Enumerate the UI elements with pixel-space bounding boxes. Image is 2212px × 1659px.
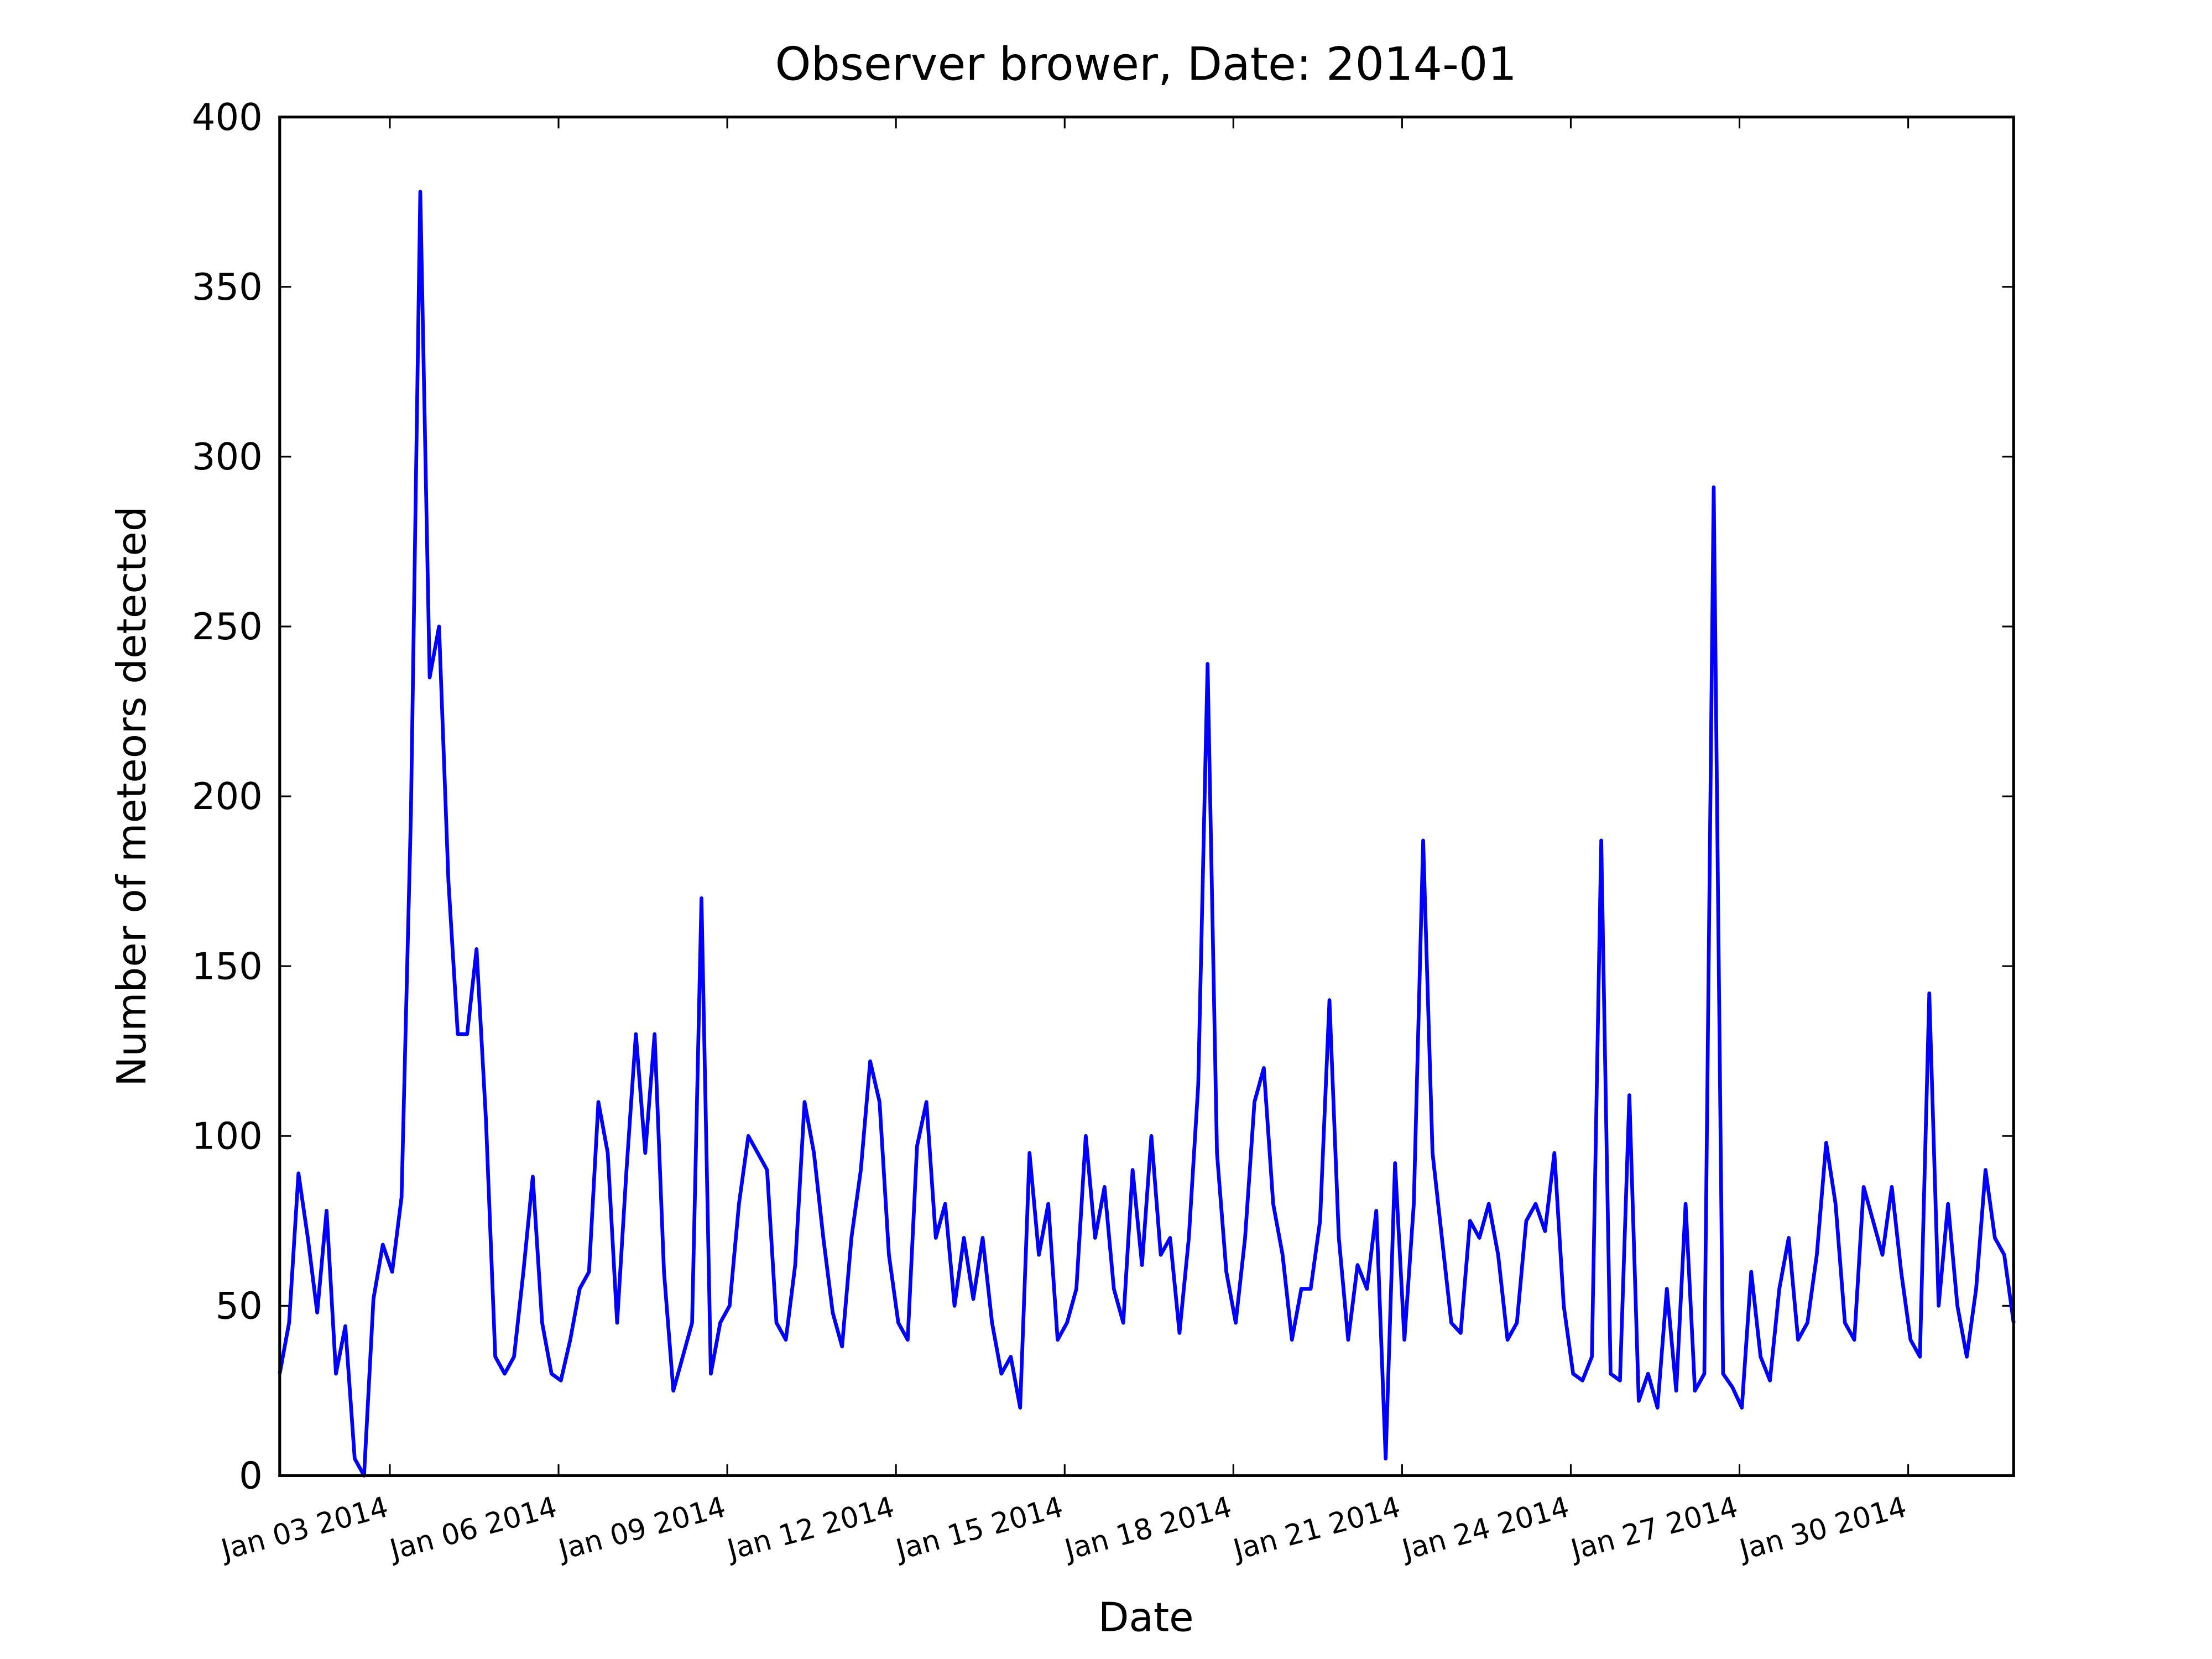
y-tick-label: 250 xyxy=(192,605,263,648)
y-tick-label: 400 xyxy=(192,96,263,139)
y-tick-label: 300 xyxy=(192,435,263,478)
y-axis-label: Number of meteors detected xyxy=(109,506,155,1086)
y-tick-label: 350 xyxy=(192,265,263,309)
plot-frame xyxy=(278,116,2015,1477)
chart-title: Observer brower, Date: 2014-01 xyxy=(775,38,1517,91)
data-line xyxy=(278,190,2016,1478)
y-tick-label: 50 xyxy=(215,1285,262,1328)
y-tick-label: 200 xyxy=(192,775,263,818)
y-tick-label: 150 xyxy=(192,945,263,988)
y-tick-label: 100 xyxy=(192,1114,263,1157)
y-tick-label: 0 xyxy=(239,1454,263,1498)
x-axis-label: Date xyxy=(1098,1595,1194,1641)
